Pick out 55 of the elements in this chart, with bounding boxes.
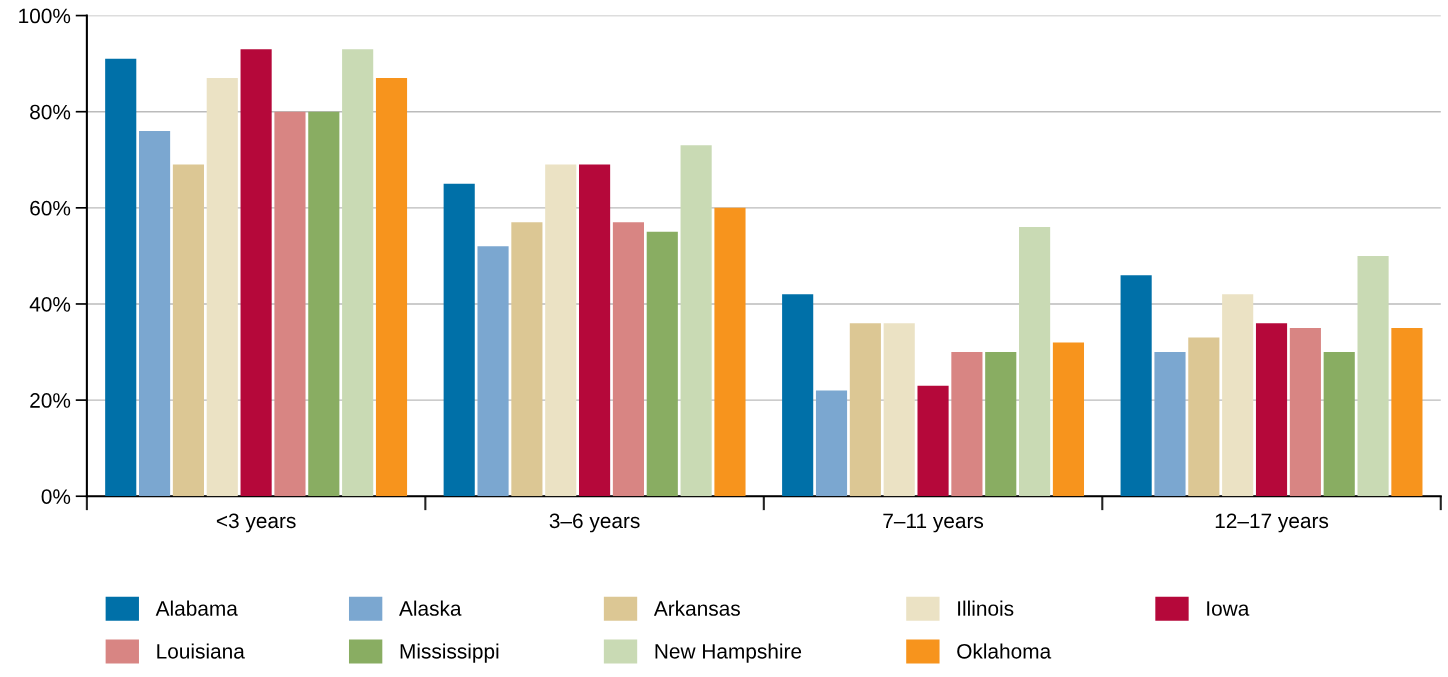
bar xyxy=(951,352,983,497)
bar xyxy=(1289,328,1321,497)
bar xyxy=(1019,227,1051,497)
legend-label: Iowa xyxy=(1207,601,1250,616)
bar xyxy=(917,385,949,497)
bar xyxy=(274,111,306,497)
bar xyxy=(240,49,272,497)
bar xyxy=(375,78,408,497)
y-tick-label: 100% xyxy=(19,8,71,24)
legend-label: Arkansas xyxy=(653,600,740,616)
bar xyxy=(105,58,137,497)
y-tick-label: 40% xyxy=(29,296,71,312)
bar xyxy=(1255,323,1288,497)
bar xyxy=(714,207,746,497)
bar xyxy=(680,145,712,497)
bar xyxy=(477,246,509,497)
x-tick-label: 12–17 years xyxy=(1215,513,1329,533)
y-tick-label: 60% xyxy=(30,200,71,216)
bar xyxy=(308,111,340,497)
bar xyxy=(1154,352,1186,497)
legend-label: Mississippi xyxy=(400,643,499,663)
y-tick-label: 80% xyxy=(30,104,71,120)
bar xyxy=(1357,255,1389,497)
bar xyxy=(1391,328,1423,497)
bar xyxy=(579,164,611,497)
bar xyxy=(883,323,915,497)
legend-label: Illinois xyxy=(958,600,1014,616)
bar xyxy=(1120,275,1152,497)
bar xyxy=(1052,342,1085,497)
y-tick-label: 20% xyxy=(30,393,71,408)
legend-label: New Hampshire xyxy=(655,643,802,663)
bar xyxy=(646,231,678,497)
bar xyxy=(985,352,1017,497)
y-tick-label: 0% xyxy=(41,489,71,504)
bar xyxy=(815,390,848,497)
bar xyxy=(511,222,543,497)
bar xyxy=(342,49,374,497)
bar xyxy=(782,294,814,497)
bar xyxy=(612,222,644,497)
bar xyxy=(139,130,171,497)
x-tick-label: <3 years xyxy=(216,513,296,533)
legend-label: Oklahoma xyxy=(957,643,1052,659)
bar xyxy=(545,164,577,497)
legend-label: Louisiana xyxy=(157,643,245,659)
x-tick-label: 3–6 years xyxy=(549,513,640,533)
bar xyxy=(443,183,475,497)
bar xyxy=(849,323,881,497)
bar xyxy=(1188,337,1220,497)
bar xyxy=(206,78,238,497)
x-tick-label: 7–11 years xyxy=(883,513,984,533)
bar xyxy=(172,164,204,497)
bar xyxy=(1323,352,1355,497)
bar xyxy=(1222,294,1254,497)
legend-label: Alabama xyxy=(155,600,238,616)
legend-label: Alaska xyxy=(399,600,462,616)
